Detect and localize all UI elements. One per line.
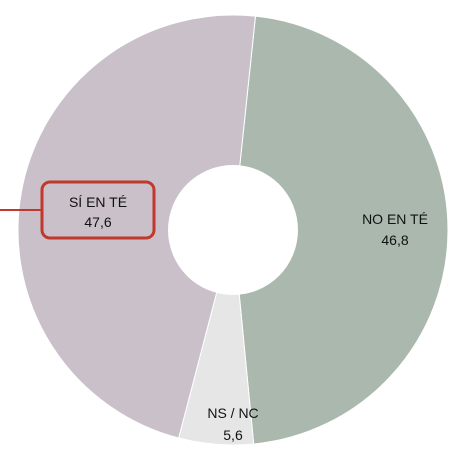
value-no-en-te: 46,8	[381, 232, 408, 248]
callout-box	[40, 180, 156, 240]
label-si-en-te: SÍ EN TÉ	[69, 194, 127, 210]
value-si-en-te: 47,6	[84, 214, 111, 230]
label-ns-nc: NS / NC	[207, 405, 258, 421]
donut-slices	[17, 14, 449, 446]
slice-s-en-t	[17, 14, 257, 439]
donut-hole	[168, 165, 298, 295]
label-no-en-te: NO EN TÉ	[362, 211, 428, 227]
slice-labels: NO EN TÉ 46,8 NS / NC 5,6 SÍ EN TÉ 47,6	[69, 194, 428, 443]
slice-no-en-t	[232, 15, 449, 445]
highlight-callout	[0, 180, 156, 240]
value-ns-nc: 5,6	[223, 427, 243, 443]
